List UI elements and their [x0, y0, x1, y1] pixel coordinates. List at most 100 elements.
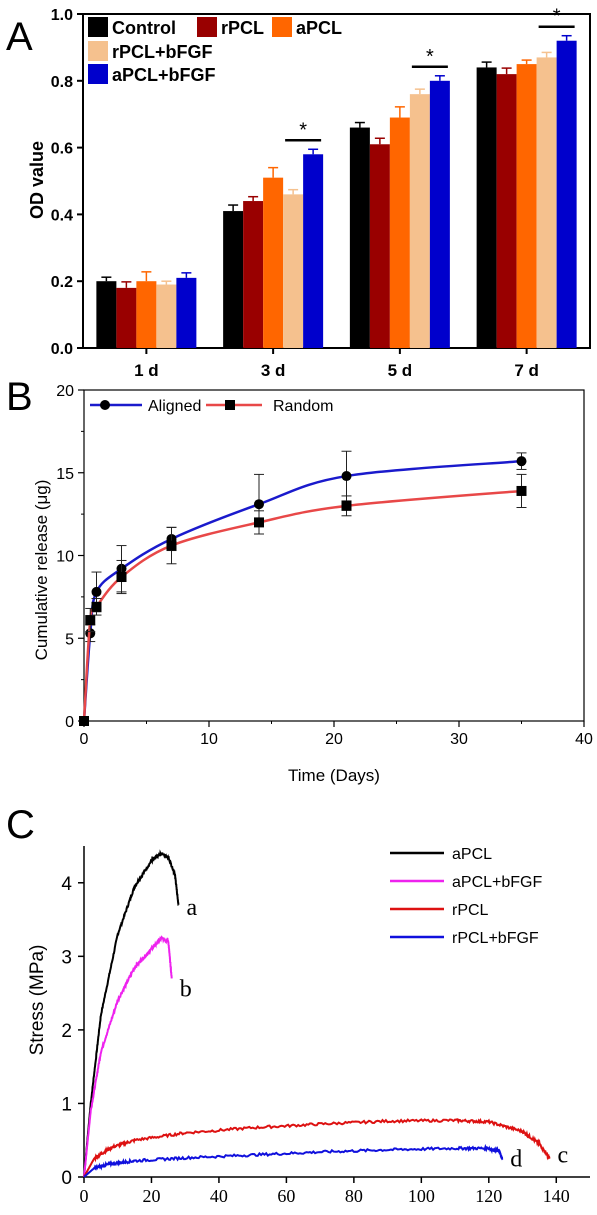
panel-a-sig-star: * — [553, 6, 561, 28]
panel-c-curve-label: b — [180, 976, 192, 1002]
panel-a-bar — [556, 40, 577, 348]
panel-c-ytick-label: 3 — [61, 947, 72, 968]
panel-c-ytick-label: 1 — [61, 1094, 72, 1115]
panel-b-point-square — [85, 615, 96, 626]
panel-a-xtick-label: 5 d — [388, 361, 413, 380]
panel-a-bar — [496, 74, 517, 349]
panel-b-point-circle — [91, 586, 102, 597]
panel-c-xtick-label: 100 — [408, 1186, 435, 1206]
panel-a-ytick-label: 1.0 — [51, 7, 73, 24]
panel-a-bar — [409, 94, 430, 348]
panel-a-bar — [349, 127, 370, 348]
panel-a-significance: * * * — [285, 6, 575, 142]
panel-a-legend-swatch — [197, 17, 217, 37]
panel-a-bar — [96, 281, 117, 348]
panel-b: B Cumulative release (μg) Time (Days) 0 1… — [6, 375, 593, 785]
panel-a-bar — [223, 211, 244, 348]
panel-b-ytick-label: 0 — [65, 714, 74, 731]
panel-b-ylabel: Cumulative release (μg) — [32, 480, 51, 661]
panel-a-bar — [116, 287, 137, 348]
panel-a-bar — [263, 177, 284, 348]
panel-c-xtick-label: 60 — [277, 1186, 295, 1206]
panel-b-ytick-label: 10 — [56, 549, 74, 566]
panel-b-point-circle — [341, 471, 352, 482]
panel-c-series-line — [83, 1117, 551, 1178]
panel-c-series-line — [83, 1143, 504, 1178]
panel-c-xtick-label: 40 — [210, 1186, 228, 1206]
panel-c-legend-label: aPCL+bFGF — [452, 874, 542, 891]
panel-a: A OD value 0.0 0.2 0.4 0.6 0.8 1.0 1 d 3 d 5 d 7 … — [6, 6, 591, 380]
panel-a-legend-swatch — [88, 64, 108, 84]
panel-a-ytick-label: 0.6 — [51, 141, 73, 158]
panel-a-xtick-label: 3 d — [261, 361, 286, 380]
panel-c-legend-label: rPCL — [452, 902, 489, 919]
panel-c-legend-label: aPCL — [452, 846, 492, 863]
panel-c-xtick-label: 140 — [543, 1186, 570, 1206]
panel-c-series: a b c d — [83, 849, 569, 1178]
panel-a-sig-star: * — [299, 119, 307, 141]
panel-a-bar — [536, 57, 557, 349]
panel-a-bar — [369, 144, 390, 348]
panel-a-ytick-label: 0.2 — [51, 274, 73, 291]
panel-b-point-square — [254, 517, 264, 528]
panel-b-xtick-label: 0 — [80, 731, 89, 748]
panel-a-sig-star: * — [426, 46, 434, 68]
panel-a-legend-swatch — [88, 41, 108, 61]
panel-c-xtick-label: 20 — [142, 1186, 160, 1206]
panel-b-xtick-label: 40 — [575, 731, 593, 748]
panel-b-point-circle — [516, 456, 527, 467]
panel-c-curve-label: d — [510, 1147, 522, 1173]
panel-a-bar — [429, 80, 450, 349]
panel-c-xtick-label: 0 — [80, 1186, 89, 1206]
panel-c-curve-label: a — [186, 895, 197, 921]
panel-a-legend-label: rPCL+bFGF — [112, 42, 213, 62]
panel-a-axes: 0.0 0.2 0.4 0.6 0.8 1.0 1 d 3 d 5 d 7 d — [51, 7, 591, 380]
panel-b-ytick-label: 15 — [56, 466, 74, 483]
panel-b-point-square — [79, 716, 89, 726]
panel-a-ytick-label: 0.0 — [51, 341, 73, 358]
panel-a-legend-label: Control — [112, 18, 176, 38]
panel-a-legend: Control rPCL aPCL rPCL+bFGF aPCL+bFGF — [88, 17, 342, 85]
panel-c-ytick-label: 2 — [61, 1021, 72, 1042]
panel-a-bar — [136, 281, 157, 348]
panel-b-ytick-label: 20 — [56, 383, 74, 400]
panel-b-frame — [83, 389, 585, 722]
panel-label-a: A — [6, 15, 33, 59]
panel-b-point-square — [116, 572, 127, 583]
panel-c-series-line — [83, 849, 180, 1178]
panel-a-ytick-label: 0.8 — [51, 74, 73, 91]
panel-c-curve-label: c — [558, 1143, 569, 1169]
panel-a-bars — [96, 34, 577, 349]
panel-c-xtick-label: 80 — [345, 1186, 363, 1206]
panel-c-ytick-label: 4 — [61, 874, 72, 895]
panel-c-ytick-label: 0 — [61, 1168, 72, 1189]
panel-a-xtick-label: 1 d — [134, 361, 159, 380]
panel-a-bar — [303, 154, 324, 348]
panel-a-bar — [389, 117, 410, 348]
panel-b-point-square — [341, 500, 352, 511]
panel-a-legend-label: aPCL — [296, 18, 342, 38]
panel-b-ytick-label: 5 — [65, 631, 74, 648]
panel-b-series — [79, 450, 527, 726]
panel-a-bar — [283, 194, 304, 348]
panel-a-legend-swatch — [88, 17, 108, 37]
panel-label-c: C — [6, 803, 35, 847]
panel-b-legend-label: Random — [273, 398, 333, 415]
panel-b-legend-marker — [225, 400, 235, 410]
panel-b-xlabel: Time (Days) — [288, 766, 380, 785]
panel-b-legend-marker — [100, 400, 110, 410]
panel-b-legend: Aligned Random — [90, 398, 333, 415]
panel-a-ytick-label: 0.4 — [51, 207, 73, 224]
panel-c-legend-label: rPCL+bFGF — [452, 930, 539, 947]
panel-b-point-circle — [254, 499, 264, 510]
panel-b-point-square — [91, 601, 102, 612]
panel-b-xtick-label: 30 — [450, 731, 468, 748]
panel-b-xtick-label: 10 — [200, 731, 218, 748]
panel-a-legend-label: rPCL — [221, 18, 264, 38]
panel-c-series-line — [83, 935, 173, 1178]
panel-c-axes: 0 20 40 60 80 100 120 140 0 1 2 3 4 — [61, 846, 590, 1206]
panel-c-legend: aPCL aPCL+bFGF rPCL rPCL+bFGF — [390, 846, 542, 947]
panel-a-xtick-label: 7 d — [514, 361, 539, 380]
panel-a-bar — [243, 201, 264, 348]
